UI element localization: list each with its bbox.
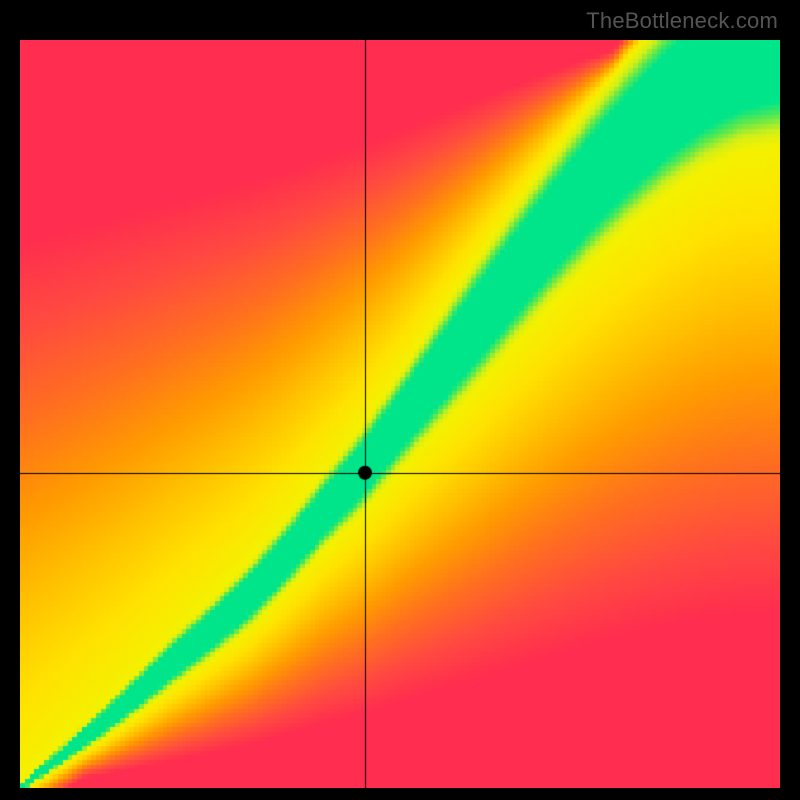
- chart-container: { "watermark": "TheBottleneck.com", "cha…: [0, 0, 800, 800]
- bottleneck-heatmap: [20, 40, 780, 788]
- watermark-text: TheBottleneck.com: [586, 8, 778, 34]
